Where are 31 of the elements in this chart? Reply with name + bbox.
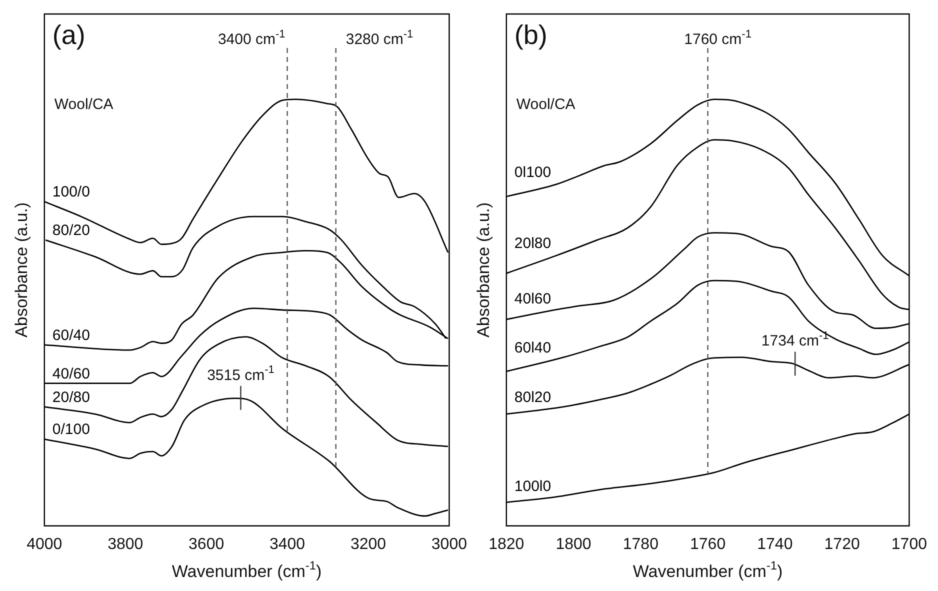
series-label: 40l60 — [514, 290, 552, 308]
series-label: 20/80 — [52, 388, 90, 406]
y-axis-title: Absorbance (a.u.) — [474, 202, 493, 338]
x-tick-label: 1800 — [556, 536, 592, 553]
x-tick-label: 1720 — [824, 536, 860, 553]
series-label: 40/60 — [52, 365, 90, 382]
series-label: 20l80 — [514, 235, 552, 252]
x-tick-label: 1740 — [757, 536, 793, 553]
series-label: 80l20 — [514, 388, 552, 406]
x-tick-label: 1760 — [690, 536, 726, 553]
x-tick-label: 1820 — [488, 536, 524, 553]
x-tick-label: 1700 — [891, 536, 928, 553]
y-axis-title: Absorbance (a.u.) — [12, 202, 31, 338]
chart-title: (a) — [52, 20, 86, 50]
x-tick-label: 3200 — [350, 536, 386, 553]
series-label: 100/0 — [52, 184, 90, 201]
chart-title: (b) — [514, 20, 548, 50]
series-label: 60/40 — [52, 326, 90, 344]
series-label: 0/100 — [52, 421, 90, 438]
x-tick-label: 3000 — [431, 536, 468, 553]
series-label: 80/20 — [52, 222, 90, 240]
series-label: 100l0 — [514, 478, 552, 495]
x-tick-label: 3600 — [188, 536, 224, 553]
series-label: 0l100 — [514, 164, 552, 182]
annotation: Wool/CA — [516, 96, 576, 113]
x-tick-label: 3800 — [108, 536, 144, 553]
series-label: 60l40 — [514, 340, 552, 357]
x-tick-label: 4000 — [26, 536, 62, 553]
annotation: Wool/CA — [54, 96, 114, 113]
x-tick-label: 3400 — [269, 536, 306, 553]
x-tick-label: 1780 — [622, 536, 659, 553]
